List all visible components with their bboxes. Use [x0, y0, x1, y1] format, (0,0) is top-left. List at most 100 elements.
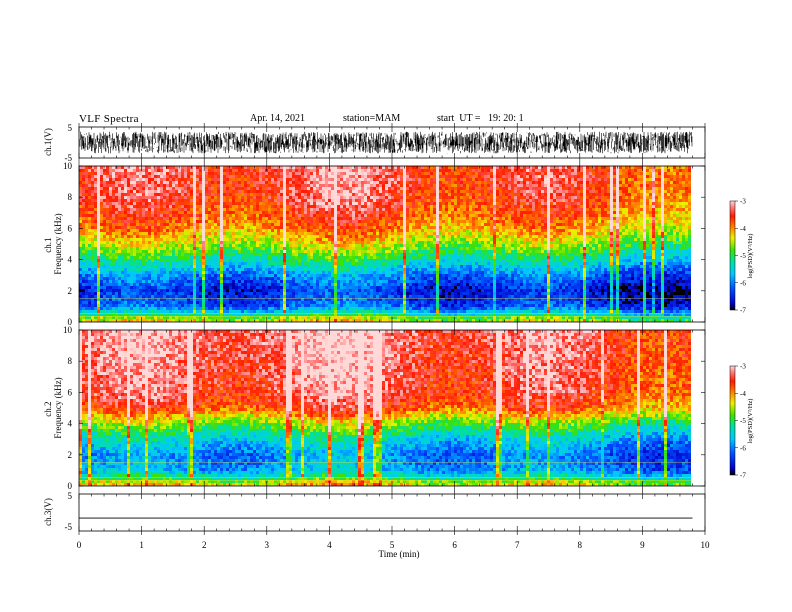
spectrogram-cell [199, 196, 202, 199]
spectrogram-cell [127, 301, 130, 304]
spectrogram-cell [97, 166, 100, 169]
spectrogram-cell [157, 166, 160, 169]
spectrogram-cell [298, 232, 301, 235]
spectrogram-cell [106, 172, 109, 175]
spectrogram-cell [289, 283, 292, 286]
spectrogram-cell [352, 199, 355, 202]
spectrogram-cell [340, 238, 343, 241]
spectrogram-cell [319, 190, 322, 193]
spectrogram-cell [193, 268, 196, 271]
spectrogram-cell [127, 238, 130, 241]
spectrogram-cell [94, 208, 97, 211]
spectrogram-cell [283, 235, 286, 238]
spectrogram-cell [115, 232, 118, 235]
spectrogram-cell [289, 235, 292, 238]
spectrogram-cell [331, 235, 334, 238]
spectrogram-cell [127, 244, 130, 247]
spectrogram-cell [106, 235, 109, 238]
spectrogram-cell [226, 238, 229, 241]
spectrogram-cell [112, 256, 115, 259]
spectrogram-cell [244, 262, 247, 265]
spectrogram-cell [310, 253, 313, 256]
spectrogram-cell [94, 301, 97, 304]
spectrogram-cell [274, 244, 277, 247]
spectrogram-cell [157, 169, 160, 172]
spectrogram-cell [193, 169, 196, 172]
spectrogram-cell [292, 181, 295, 184]
spectrogram-cell [115, 199, 118, 202]
spectrogram-cell [256, 301, 259, 304]
spectrogram-cell [172, 241, 175, 244]
spectrogram-cell [118, 280, 121, 283]
spectrogram-cell [130, 268, 133, 271]
spectrogram-cell [166, 283, 169, 286]
spectrogram-cell [244, 253, 247, 256]
spectrogram-cell [259, 241, 262, 244]
spectrogram-cell [241, 181, 244, 184]
spectrogram-cell [91, 172, 94, 175]
spectrogram-cell [292, 202, 295, 205]
spectrogram-cell [340, 274, 343, 277]
spectrogram-cell [130, 175, 133, 178]
spectrogram-cell [229, 277, 232, 280]
spectrogram-cell [301, 223, 304, 226]
spectrogram-cell [136, 307, 139, 310]
spectrogram-cell [361, 193, 364, 196]
spectrogram-cell [139, 190, 142, 193]
spectrogram-cell [214, 304, 217, 307]
spectrogram-cell [145, 265, 148, 268]
spectrogram-cell [166, 175, 169, 178]
spectrogram-cell [115, 259, 118, 262]
spectrogram-cell [358, 205, 361, 208]
spectrogram-cell [307, 220, 310, 223]
spectrogram-cell [346, 310, 349, 313]
spectrogram-cell [355, 232, 358, 235]
spectrogram-cell [277, 283, 280, 286]
spectrogram-cell [193, 229, 196, 232]
spectrogram-cell [310, 172, 313, 175]
spectrogram-cell [193, 217, 196, 220]
spectrogram-cell [184, 220, 187, 223]
spectrogram-cell [325, 319, 328, 322]
spectrogram-cell [145, 247, 148, 250]
spectrogram-cell [274, 310, 277, 313]
spectrogram-cell [337, 208, 340, 211]
spectrogram-cell [178, 166, 181, 169]
spectrogram-cell [343, 175, 346, 178]
spectrogram-cell [106, 259, 109, 262]
spectrogram-cell [223, 250, 226, 253]
spectrogram-cell [223, 232, 226, 235]
spectrogram-cell [118, 205, 121, 208]
spectrogram-cell [169, 235, 172, 238]
spectrogram-cell [280, 256, 283, 259]
spectrogram-cell [286, 250, 289, 253]
spectrogram-cell [274, 286, 277, 289]
spectrogram-cell [235, 286, 238, 289]
spectrogram-cell [169, 244, 172, 247]
spectrogram-cell [172, 301, 175, 304]
spectrogram-cell [178, 208, 181, 211]
spectrogram-cell [331, 211, 334, 214]
spectrogram-cell [115, 292, 118, 295]
spectrogram-cell [112, 208, 115, 211]
spectrogram-cell [286, 265, 289, 268]
spectrogram-cell [217, 319, 220, 322]
spectrogram-cell [334, 175, 337, 178]
spectrogram-cell [220, 202, 223, 205]
spectrogram-cell [319, 244, 322, 247]
spectrogram-cell [346, 268, 349, 271]
spectrogram-cell [226, 289, 229, 292]
spectrogram-cell [211, 319, 214, 322]
spectrogram-cell [208, 217, 211, 220]
spectrogram-cell [163, 202, 166, 205]
spectrogram-cell [103, 181, 106, 184]
spectrogram-cell [196, 262, 199, 265]
spectrogram-cell [328, 193, 331, 196]
spectrogram-cell [256, 196, 259, 199]
spectrogram-cell [355, 211, 358, 214]
spectrogram-cell [259, 208, 262, 211]
spectrogram-cell [196, 310, 199, 313]
spectrogram-cell [298, 166, 301, 169]
spectrogram-cell [244, 214, 247, 217]
spectrogram-cell [319, 286, 322, 289]
